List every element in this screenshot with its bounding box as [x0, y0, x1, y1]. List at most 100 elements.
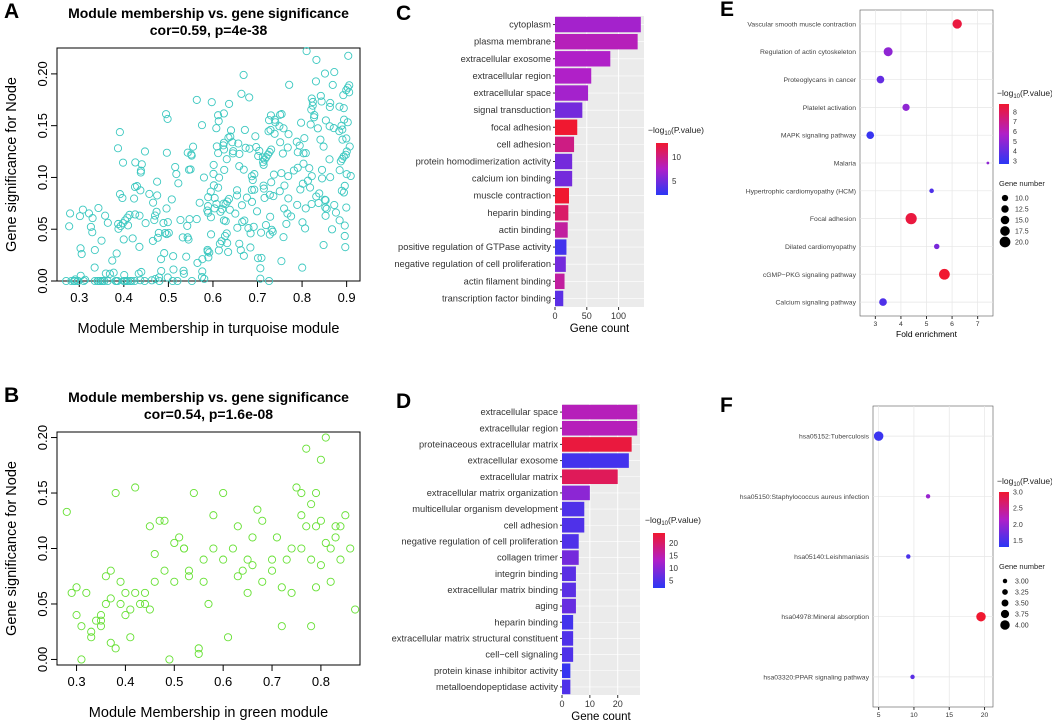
data-point	[339, 104, 348, 113]
data-point	[276, 110, 285, 119]
data-point	[62, 507, 71, 516]
y-tick-label: 0.00	[35, 268, 50, 293]
data-point	[214, 117, 223, 126]
bubble	[906, 554, 911, 559]
size-legend-dot	[1000, 215, 1010, 225]
bubble	[934, 243, 940, 250]
bubble	[939, 268, 950, 280]
chart-subtitle: cor=0.54, p=1.6e-08	[144, 406, 273, 422]
data-point	[256, 264, 265, 273]
bar	[555, 153, 573, 170]
y-tick-label: protein kinase inhibitor activity	[434, 666, 558, 676]
data-point	[120, 271, 129, 280]
data-point	[325, 102, 334, 112]
x-tick-label: 4	[899, 321, 903, 328]
colorbar-panelD	[653, 533, 665, 588]
data-point	[194, 644, 203, 653]
data-point	[103, 276, 112, 286]
data-point	[257, 228, 266, 237]
x-axis-label: Gene count	[571, 711, 631, 722]
legend-tick-label: 5	[669, 577, 674, 586]
size-legend-dot	[1002, 578, 1008, 584]
data-point	[346, 171, 355, 181]
data-point	[236, 246, 245, 255]
data-point	[131, 158, 140, 167]
bar	[562, 647, 574, 662]
data-point	[199, 173, 209, 182]
data-point	[316, 455, 325, 464]
data-point	[223, 197, 232, 206]
x-axis-label: Fold enrichment	[896, 329, 958, 339]
data-point	[128, 234, 137, 243]
bar	[555, 119, 578, 135]
data-point	[237, 89, 246, 98]
bar	[555, 16, 641, 33]
data-point	[260, 155, 269, 164]
x-axis-label: Fold enrichment	[903, 720, 965, 722]
data-point	[219, 138, 228, 147]
data-point	[169, 252, 178, 261]
x-tick-label: 0.5	[159, 290, 177, 305]
data-point	[342, 203, 351, 212]
data-point	[278, 149, 287, 158]
data-point	[316, 135, 325, 144]
data-point	[241, 143, 250, 152]
data-point	[335, 216, 344, 225]
data-point	[147, 276, 156, 285]
data-point	[307, 500, 316, 509]
data-point	[145, 605, 154, 614]
chart-title: Module membership vs. gene significance	[68, 5, 349, 21]
bar	[562, 598, 576, 614]
data-point	[317, 97, 326, 106]
data-point	[119, 235, 128, 244]
data-point	[319, 240, 328, 250]
data-point	[112, 276, 121, 286]
x-tick-label: 0.8	[293, 290, 311, 305]
data-point	[233, 572, 242, 581]
bar	[562, 469, 618, 485]
data-point	[316, 561, 325, 570]
data-point	[219, 145, 229, 154]
data-point	[205, 248, 214, 257]
x-tick-label: 0.3	[70, 290, 88, 305]
y-tick-label: extracellular region	[472, 71, 551, 81]
data-point	[307, 555, 316, 564]
data-point	[209, 160, 218, 169]
data-point	[214, 246, 223, 255]
data-point	[203, 206, 212, 215]
data-point	[180, 544, 189, 553]
x-axis-label: Gene count	[570, 323, 630, 335]
data-point	[206, 213, 215, 222]
data-point	[75, 212, 84, 221]
data-point	[326, 577, 335, 586]
y-tick-label: cGMP−PKG signaling pathway	[763, 272, 857, 279]
data-point	[342, 86, 351, 95]
data-point	[251, 132, 260, 141]
size-legend-dot	[1002, 589, 1008, 595]
data-point	[336, 522, 345, 531]
bar	[555, 205, 569, 221]
data-point	[163, 114, 172, 123]
data-point	[340, 231, 349, 241]
data-point	[65, 222, 74, 231]
data-point	[235, 162, 244, 171]
size-legend-label: 4.00	[1015, 623, 1029, 630]
y-tick-label: Hypertrophic cardiomyopathy (HCM)	[746, 188, 856, 195]
bubble	[929, 188, 934, 194]
data-point	[184, 566, 194, 575]
data-point	[345, 81, 354, 90]
x-axis-label: Module Membership in green module	[89, 705, 328, 721]
data-point	[342, 170, 351, 179]
data-point	[257, 253, 266, 262]
x-tick-label: 0.7	[248, 290, 266, 305]
data-point	[71, 275, 80, 284]
data-point	[121, 588, 130, 597]
data-point	[325, 122, 334, 131]
data-point	[199, 555, 208, 564]
data-point	[135, 242, 144, 251]
bar	[555, 136, 575, 153]
data-point	[207, 98, 216, 107]
data-point	[302, 444, 311, 453]
